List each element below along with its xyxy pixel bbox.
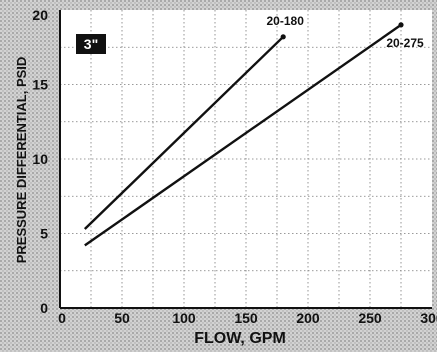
grid: [60, 10, 432, 308]
size-badge: 3": [76, 34, 106, 54]
x-tick-label: 150: [234, 310, 258, 326]
series-labels: 20-180 20-275: [267, 14, 424, 50]
x-tick-label: 250: [358, 310, 382, 326]
x-tick-label: 50: [114, 310, 130, 326]
y-tick-label: 5: [40, 226, 48, 242]
series-line-20-275: [84, 23, 402, 247]
x-tick-label: 0: [58, 310, 66, 326]
series-lines: [83, 22, 404, 247]
x-tick-label: 300: [420, 310, 437, 326]
y-tick-label: 10: [32, 151, 48, 167]
series-label-20-180: 20-180: [267, 14, 305, 28]
series-endpoint-20-275: [398, 22, 404, 28]
x-tick-label: 100: [172, 310, 196, 326]
size-badge-text: 3": [84, 36, 98, 52]
y-tick-label: 20: [32, 7, 48, 23]
series-label-20-275: 20-275: [386, 36, 424, 50]
x-axis-title: FLOW, GPM: [194, 330, 286, 347]
series-line-20-180: [83, 35, 285, 230]
series-endpoint-20-180: [280, 34, 286, 40]
axes: [59, 10, 432, 309]
y-tick-label: 15: [32, 77, 48, 93]
y-axis-title: PRESSURE DIFFERENTIAL, PSID: [14, 57, 29, 264]
y-tick-label: 0: [40, 300, 48, 316]
tick-labels: 0 50 100 150 200 250 300 0 5 10 15 20: [32, 7, 437, 326]
x-tick-label: 200: [296, 310, 320, 326]
